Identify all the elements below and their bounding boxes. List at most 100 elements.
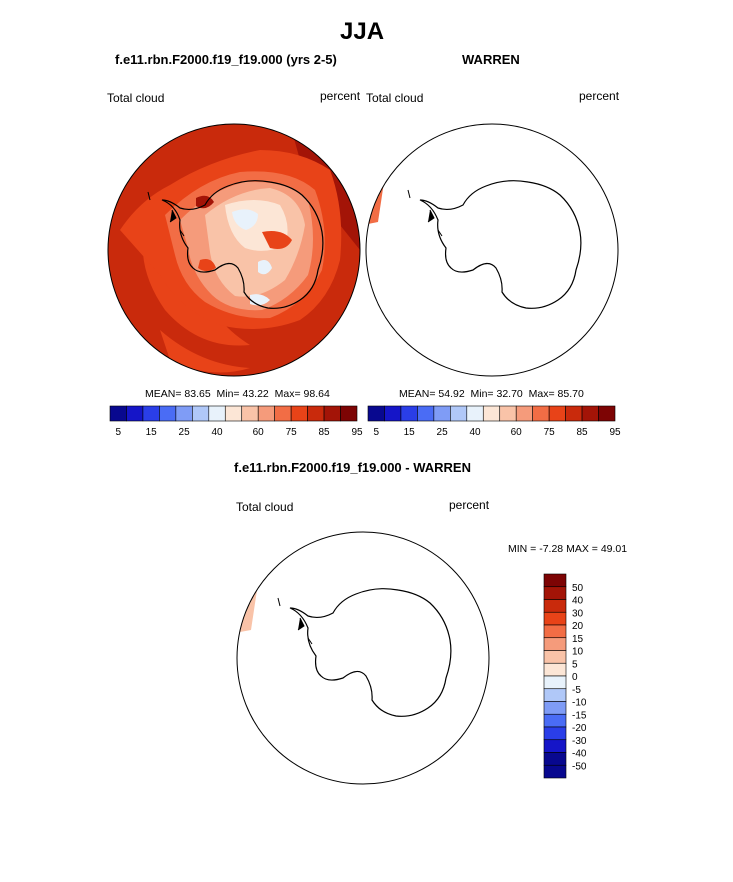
panel1-right-label: percent xyxy=(320,89,361,103)
panel3-colorbar-swatch xyxy=(543,599,567,613)
panel2-colorbar-swatch xyxy=(548,405,566,422)
panel2-colorbar-swatch xyxy=(433,405,451,422)
panel3-colorbar-swatch xyxy=(543,688,567,702)
panel1-colorbar-swatch xyxy=(241,405,259,422)
panel2-colorbar-swatch xyxy=(450,405,468,422)
panel2-colorbar-swatch xyxy=(532,405,550,422)
panel3-colorbar-swatch xyxy=(543,637,567,651)
panel1-max: 98.64 xyxy=(303,388,330,400)
panel3-colorbar-tick-label: 15 xyxy=(572,634,584,645)
panel2-colorbar-tick-label: 85 xyxy=(577,427,589,438)
panel3-colorbar-swatch xyxy=(543,726,567,741)
panel2-colorbar-swatch xyxy=(565,405,583,422)
panel2-colorbar-tick-label: 5 xyxy=(373,427,379,438)
panel3-colorbar-tick-label: 50 xyxy=(572,583,584,594)
panel2-colorbar-swatch xyxy=(581,405,599,422)
panel3-colorbar-tick-label: 20 xyxy=(572,621,584,632)
panel1-colorbar-swatch xyxy=(175,405,193,422)
panel2-colorbar-swatch xyxy=(499,405,517,422)
panel3-stats: MIN = -7.28 MAX = 49.01 xyxy=(508,543,628,555)
panel3-colorbar-tick-label: -10 xyxy=(572,698,587,709)
panel3-colorbar-tick-label: -20 xyxy=(572,723,587,734)
panel2-colorbar: 5 15 25 40 60 75 85 95 xyxy=(367,405,621,438)
panel3-coastline xyxy=(289,588,452,717)
panel2-stats: MEAN= 54.92 Min= 32.70 Max= 85.70 xyxy=(399,388,584,400)
panel3-colorbar-swatch xyxy=(543,586,567,600)
panel2-colorbar-swatch xyxy=(400,405,418,422)
panel1-mean: 83.65 xyxy=(184,388,211,400)
panel3-colorbar-swatch xyxy=(543,662,567,677)
panel1-colorbar-tick-label: 40 xyxy=(211,427,223,438)
panel2-max: 85.70 xyxy=(557,388,584,400)
panel2-colorbar-tick-label: 95 xyxy=(609,427,621,438)
panel3-left-label: Total cloud xyxy=(236,500,294,514)
panel3-colorbar-tick-label: -50 xyxy=(572,761,587,772)
panel1-min: 43.22 xyxy=(242,388,269,400)
panel1-stats: MEAN= 83.65 Min= 43.22 Max= 98.64 xyxy=(145,388,330,400)
panel1-colorbar-swatch xyxy=(208,405,226,422)
panel3-colorbar-swatch xyxy=(543,739,567,753)
panel3-colorbar-tick-label: -5 xyxy=(572,685,581,696)
panel3-colorbar-tick-label: -40 xyxy=(572,749,587,760)
panel1-colorbar-swatch xyxy=(290,405,308,422)
panel3-title: f.e11.rbn.F2000.f19_f19.000 - WARREN xyxy=(234,460,471,475)
panel3-colorbar-swatch xyxy=(543,650,567,664)
panel2-mean: 54.92 xyxy=(438,388,465,400)
panel2-colorbar-swatch xyxy=(515,405,533,422)
panel2-colorbar-tick-label: 15 xyxy=(404,427,416,438)
panel3-colorbar-tick-label: 30 xyxy=(572,608,584,619)
panel1-colorbar-swatch xyxy=(307,405,325,422)
panel1-coastline xyxy=(161,180,324,309)
panel3-colorbar-swatch xyxy=(543,611,567,626)
panel1-colorbar-tick-label: 85 xyxy=(319,427,331,438)
panel2-colorbar-swatch xyxy=(384,405,402,422)
panel1-colorbar-swatch xyxy=(159,405,177,422)
panel3-colorbar-tick-label: -30 xyxy=(572,736,587,747)
panel1-colorbar-swatch xyxy=(192,405,210,422)
panel1-colorbar-swatch xyxy=(142,405,160,422)
panel3-colorbar-swatch xyxy=(543,752,567,766)
panel1-colorbar-tick-label: 5 xyxy=(115,427,121,438)
panel1-colorbar-tick-label: 60 xyxy=(253,427,265,438)
panel1-colorbar-swatch xyxy=(274,405,292,422)
panel3-colorbar-tick-label: 10 xyxy=(572,647,584,658)
panel3-colorbar-swatch xyxy=(543,701,567,715)
panel2-colorbar-swatch xyxy=(367,405,385,422)
panel2-colorbar-tick-label: 25 xyxy=(437,427,449,438)
panel2-right-label: percent xyxy=(579,89,620,103)
page-title: JJA xyxy=(340,18,385,45)
panel1-map xyxy=(108,124,360,376)
panel2-left-label: Total cloud xyxy=(366,91,424,105)
panel1-colorbar: 5 15 25 40 60 75 85 95 xyxy=(109,405,363,438)
panel3-colorbar-swatch xyxy=(543,573,567,588)
panel1-colorbar-tick-label: 25 xyxy=(179,427,191,438)
panel2-coastline xyxy=(419,180,582,309)
panel1-colorbar-swatch xyxy=(109,405,127,422)
panel2-colorbar-tick-label: 75 xyxy=(544,427,556,438)
panel1-colorbar-tick-label: 75 xyxy=(286,427,298,438)
panel3-colorbar-swatch xyxy=(543,713,567,728)
panel2-colorbar-tick-label: 60 xyxy=(511,427,523,438)
panel2-title: WARREN xyxy=(462,52,520,67)
panel3-colorbar-swatch xyxy=(543,675,567,690)
panel2-colorbar-swatch xyxy=(466,405,484,422)
panel3-colorbar-tick-label: 5 xyxy=(572,659,578,670)
panel2-min: 32.70 xyxy=(496,388,523,400)
panel1-colorbar-swatch xyxy=(257,405,275,422)
panel2-colorbar-swatch xyxy=(417,405,435,422)
panel1-colorbar-tick-label: 15 xyxy=(146,427,158,438)
panel1-colorbar-swatch xyxy=(323,405,341,422)
panel3-min: -7.28 xyxy=(539,543,564,555)
panel3-colorbar-swatch xyxy=(543,624,567,639)
panel2-colorbar-swatch xyxy=(598,405,616,422)
panel1-left-label: Total cloud xyxy=(107,91,165,105)
panel2-colorbar-swatch xyxy=(482,405,501,422)
panel1-colorbar-swatch xyxy=(340,405,358,422)
panel1-colorbar-swatch xyxy=(224,405,243,422)
panel3-colorbar-tick-label: -15 xyxy=(572,710,587,721)
panel3-colorbar-tick-label: 40 xyxy=(572,596,584,607)
panel1-colorbar-swatch xyxy=(126,405,144,422)
panel1-title: f.e11.rbn.F2000.f19_f19.000 (yrs 2-5) xyxy=(115,52,337,67)
